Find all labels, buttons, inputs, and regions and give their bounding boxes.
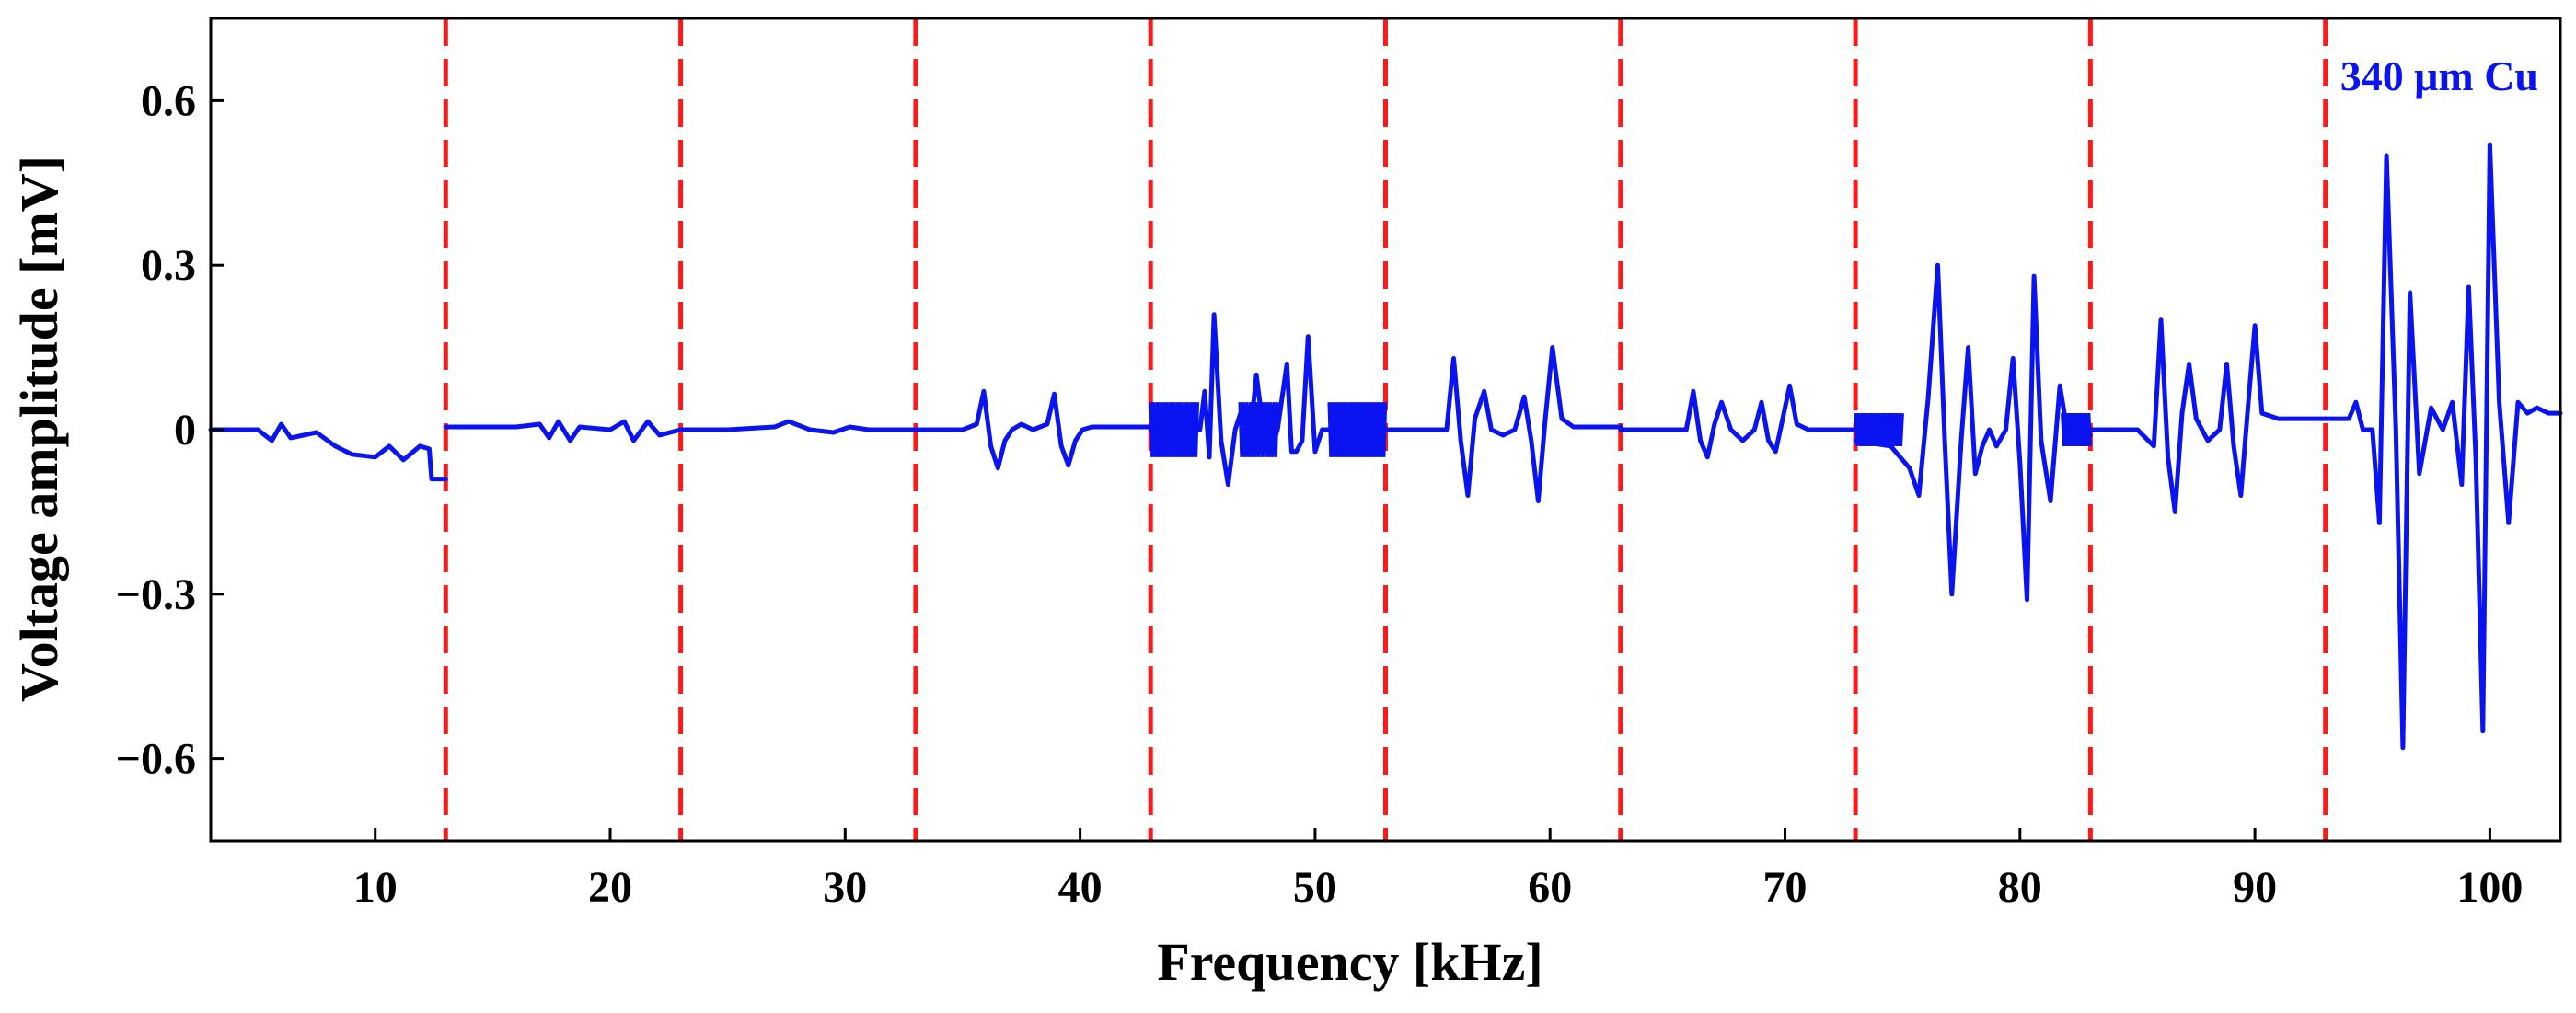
x-tick-label: 100 bbox=[2456, 863, 2523, 912]
series-segment-1 bbox=[208, 421, 448, 482]
series-segment-10 bbox=[2323, 142, 2563, 751]
x-tick-label: 20 bbox=[588, 863, 632, 912]
series-segment-5 bbox=[1148, 312, 1388, 488]
series-group bbox=[208, 142, 2563, 751]
oscillation-band-8-2 bbox=[2061, 413, 2093, 446]
series-segment-7 bbox=[1618, 383, 1858, 460]
x-tick-label: 40 bbox=[1058, 863, 1103, 912]
series-segment-6 bbox=[1383, 345, 1623, 503]
x-tick-label: 30 bbox=[823, 863, 867, 912]
x-tick-label: 10 bbox=[353, 863, 398, 912]
series-segment-9 bbox=[2087, 317, 2328, 514]
y-tick-label: 0.6 bbox=[141, 76, 196, 125]
x-tick-label: 80 bbox=[1998, 863, 2042, 912]
series-segment-8 bbox=[1853, 262, 2093, 603]
series-segment-4 bbox=[913, 388, 1153, 471]
series-segment-2 bbox=[443, 419, 684, 443]
series-segment-3 bbox=[678, 419, 918, 435]
x-axis-label: Frequency [kHz] bbox=[1157, 932, 1542, 992]
y-tick-label: 0 bbox=[174, 406, 196, 455]
oscillation-band-5-2 bbox=[1238, 402, 1279, 457]
oscillation-band-5-3 bbox=[1327, 402, 1388, 457]
annotation-label: 340 μm Cu bbox=[2340, 52, 2538, 99]
x-ticks: 10 20 30 40 50 60 70 80 90 100 bbox=[353, 828, 2523, 912]
y-tick-label: −0.6 bbox=[116, 735, 196, 784]
oscillation-band-5-1 bbox=[1149, 402, 1200, 457]
y-tick-label: 0.3 bbox=[141, 241, 196, 290]
x-tick-label: 90 bbox=[2233, 863, 2277, 912]
x-tick-label: 60 bbox=[1528, 863, 1572, 912]
x-tick-label: 70 bbox=[1763, 863, 1808, 912]
y-axis-label: Voltage amplitude [mV] bbox=[9, 155, 69, 702]
oscillation-band-8-1 bbox=[1854, 413, 1904, 446]
y-ticks: 0.6 0.3 0 −0.3 −0.6 bbox=[116, 76, 224, 784]
y-tick-label: −0.3 bbox=[116, 570, 196, 619]
x-tick-label: 50 bbox=[1293, 863, 1337, 912]
